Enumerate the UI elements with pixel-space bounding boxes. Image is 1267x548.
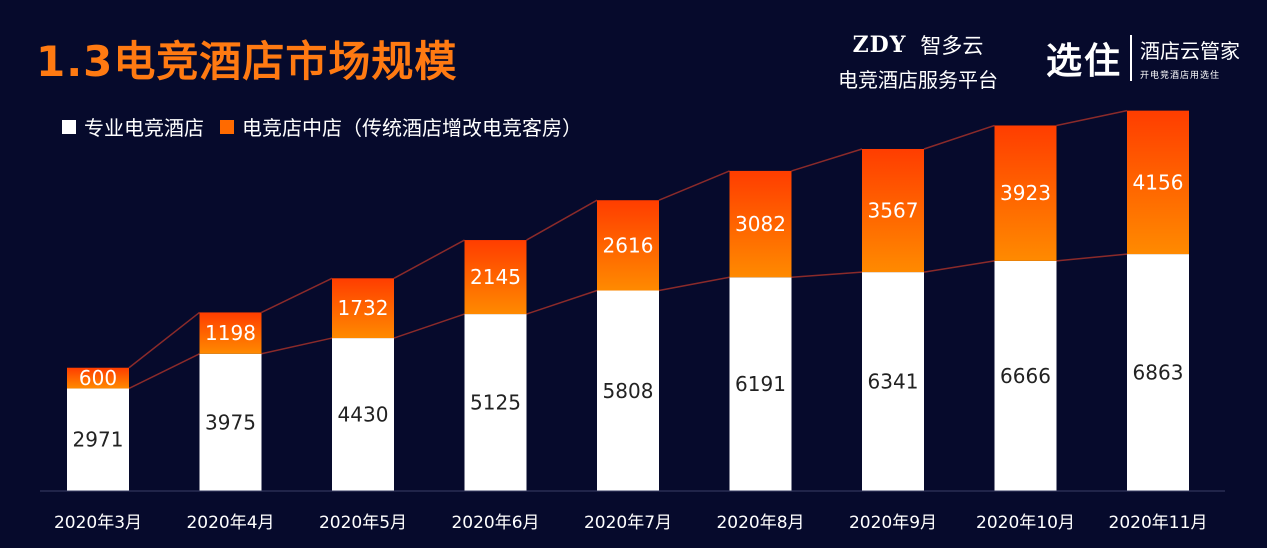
bar-professional: [464, 314, 527, 491]
bar-professional: [199, 353, 262, 491]
bar-professional: [729, 277, 792, 491]
bar-in-store: [862, 148, 924, 273]
xuanzhu-logo: 选住: [1046, 41, 1123, 82]
bar-in-store: [199, 312, 262, 354]
legend-label-in-store: 电竞店中店（传统酒店增改电竞客房）: [242, 116, 582, 140]
zdy-brand: ZDY 智多云 电竞酒店服务平台: [838, 30, 998, 93]
bar-professional: [67, 388, 129, 491]
data-label-professional: 6191: [735, 372, 786, 396]
legend-item-in-store: 电竞店中店（传统酒店增改电竞客房）: [220, 112, 582, 141]
xuanzhu-name: 酒店云管家: [1140, 39, 1241, 63]
data-label-in-store: 3923: [1000, 181, 1051, 205]
bar-in-store: [1127, 110, 1189, 255]
data-label-in-store: 2616: [603, 233, 654, 257]
xuanzhu-tagline: 开电竞酒店用选住: [1140, 71, 1221, 81]
data-label-in-store: 2145: [470, 265, 521, 289]
bar-professional: [597, 290, 659, 491]
data-label-professional: 6341: [868, 370, 919, 394]
x-tick-label: 2020年5月: [319, 513, 407, 533]
chart-legend: 专业电竞酒店 电竞店中店（传统酒店增改电竞客房）: [62, 112, 590, 141]
bar-in-store: [597, 200, 659, 291]
x-tick-label: 2020年7月: [584, 513, 672, 533]
bar-in-store: [994, 125, 1057, 261]
x-tick-label: 2020年9月: [849, 513, 937, 533]
xuanzhu-brand: 选住 酒店云管家 开电竞酒店用选住: [1046, 32, 1240, 84]
zdy-name: 智多云: [920, 34, 984, 58]
zdy-logo: ZDY: [852, 32, 907, 58]
bar-professional: [332, 338, 394, 491]
bar-in-store: [729, 170, 792, 278]
data-label-professional: 5808: [603, 379, 654, 403]
data-label-in-store: 1732: [338, 296, 389, 320]
x-tick-label: 2020年4月: [186, 513, 274, 533]
page-title: 1.3电竞酒店市场规模: [36, 37, 458, 86]
data-label-professional: 5125: [470, 391, 521, 415]
legend-swatch-professional: [62, 119, 76, 134]
data-label-in-store: 4156: [1133, 170, 1184, 194]
data-label-professional: 4430: [338, 403, 389, 427]
x-tick-label: 2020年3月: [54, 513, 142, 533]
x-tick-label: 2020年8月: [716, 513, 804, 533]
data-label-professional: 6666: [1000, 364, 1051, 388]
data-label-professional: 2971: [73, 428, 124, 452]
x-tick-label: 2020年10月: [976, 513, 1075, 533]
data-label-in-store: 3082: [735, 212, 786, 236]
legend-item-professional: 专业电竞酒店: [62, 112, 204, 141]
trend-line-professional: [128, 253, 1128, 390]
data-label-in-store: 600: [79, 366, 117, 390]
x-tick-label: 2020年6月: [451, 513, 539, 533]
data-label-in-store: 3567: [868, 199, 919, 223]
x-tick-label: 2020年11月: [1109, 513, 1208, 533]
bar-professional: [1127, 254, 1189, 491]
data-label-professional: 3975: [205, 410, 256, 434]
bar-in-store: [67, 367, 129, 389]
brand-divider: [1130, 35, 1133, 81]
legend-swatch-in-store: [220, 119, 234, 134]
legend-label-professional: 专业电竞酒店: [84, 116, 204, 140]
bar-professional: [994, 260, 1057, 491]
data-label-in-store: 1198: [205, 321, 256, 345]
bar-professional: [862, 272, 924, 491]
bar-in-store: [464, 240, 527, 315]
trend-line-total: [128, 109, 1128, 369]
data-label-professional: 6863: [1133, 361, 1184, 385]
bar-in-store: [332, 278, 394, 339]
zdy-subtitle: 电竞酒店服务平台: [838, 68, 998, 92]
